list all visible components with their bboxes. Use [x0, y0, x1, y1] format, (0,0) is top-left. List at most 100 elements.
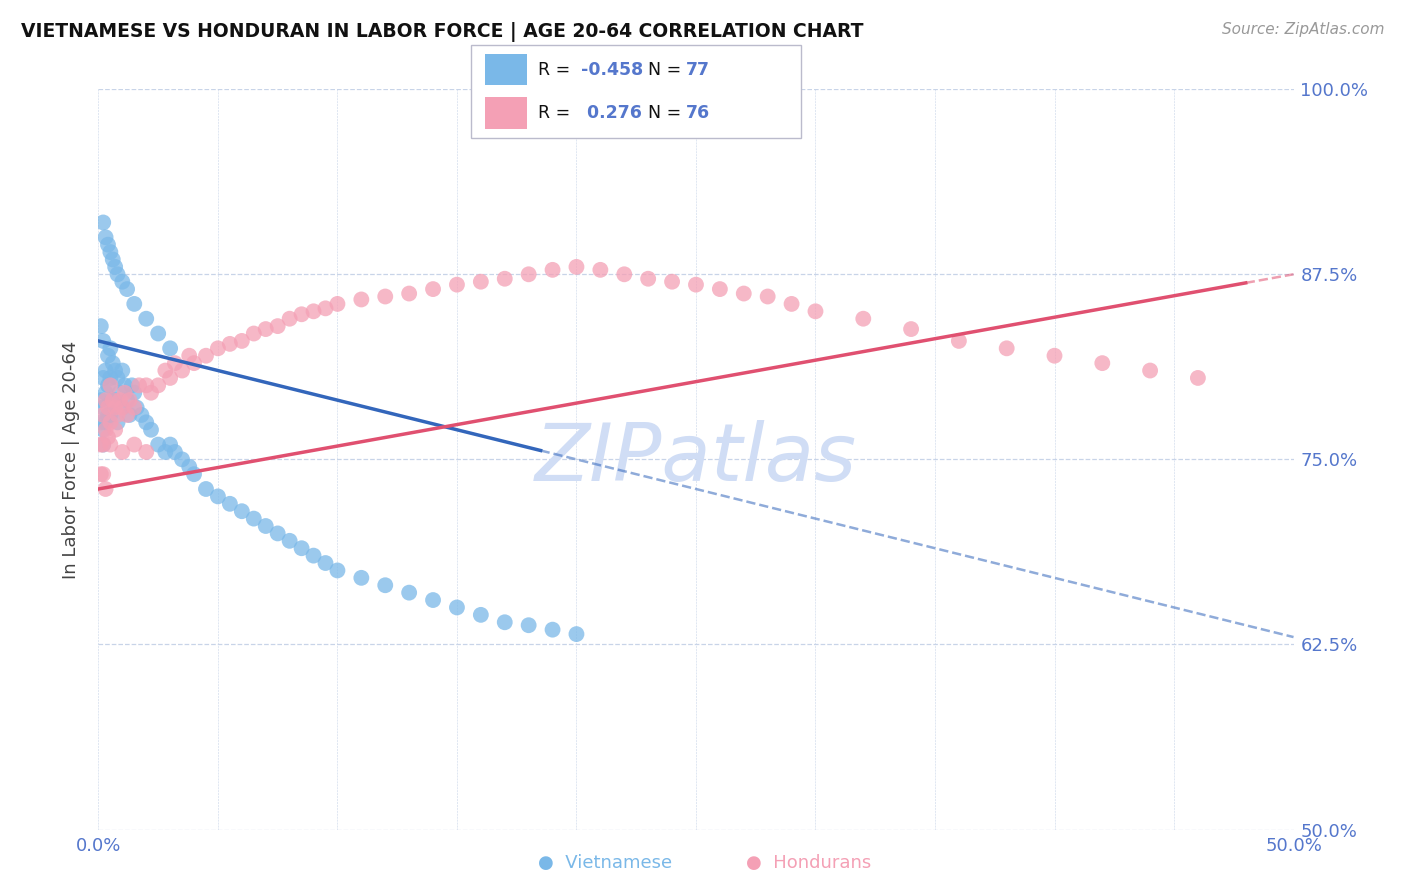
- Point: [115, 393, 138, 408]
- Point: [139, 423, 162, 437]
- Point: [517, 268, 540, 282]
- Point: [183, 356, 205, 370]
- Point: [111, 445, 134, 459]
- Point: [107, 415, 129, 429]
- Point: [291, 541, 314, 556]
- Point: [398, 585, 420, 599]
- Point: [1187, 371, 1209, 385]
- Point: [121, 378, 143, 392]
- Point: [98, 408, 122, 422]
- Point: [107, 268, 129, 282]
- Point: [350, 571, 373, 585]
- Point: [661, 275, 683, 289]
- Point: [589, 263, 612, 277]
- Point: [494, 615, 516, 630]
- Point: [159, 371, 181, 385]
- Point: [254, 322, 277, 336]
- Point: [613, 268, 636, 282]
- Point: [756, 289, 779, 303]
- Point: [422, 593, 444, 607]
- Point: [91, 467, 114, 482]
- Point: [315, 301, 337, 316]
- Text: 76: 76: [686, 104, 710, 122]
- Point: [98, 371, 122, 385]
- Point: [97, 378, 120, 392]
- Point: [183, 467, 205, 482]
- Point: [195, 482, 218, 496]
- Point: [118, 408, 141, 422]
- Point: [107, 371, 129, 385]
- Point: [302, 549, 325, 563]
- Point: [98, 378, 122, 392]
- Point: [91, 401, 114, 415]
- Point: [179, 349, 201, 363]
- Point: [159, 437, 181, 451]
- Point: [104, 363, 127, 377]
- Point: [565, 627, 588, 641]
- Point: [139, 385, 162, 400]
- Point: [948, 334, 970, 348]
- Point: [148, 437, 170, 451]
- Point: [94, 385, 117, 400]
- Point: [148, 326, 170, 341]
- Point: [155, 363, 177, 377]
- Point: [709, 282, 731, 296]
- Point: [104, 423, 127, 437]
- Point: [128, 378, 150, 392]
- Point: [637, 271, 659, 285]
- Point: [124, 437, 146, 451]
- Point: [172, 452, 194, 467]
- Point: [104, 401, 127, 415]
- Point: [135, 445, 157, 459]
- Point: [101, 356, 124, 370]
- Point: [135, 378, 157, 392]
- Point: [90, 437, 112, 451]
- Point: [124, 297, 146, 311]
- Point: [135, 415, 157, 429]
- Point: [124, 385, 146, 400]
- Point: [172, 363, 194, 377]
- Point: [108, 385, 131, 400]
- Point: [91, 437, 114, 451]
- Point: [231, 334, 253, 348]
- Point: [104, 393, 127, 408]
- Point: [91, 423, 114, 437]
- Point: [90, 319, 112, 334]
- Point: [115, 408, 138, 422]
- Text: 0.276: 0.276: [581, 104, 641, 122]
- Point: [1091, 356, 1114, 370]
- Point: [104, 260, 127, 274]
- Point: [470, 275, 492, 289]
- Point: [243, 511, 266, 525]
- Point: [101, 393, 124, 408]
- Point: [804, 304, 827, 318]
- Point: [852, 311, 875, 326]
- Point: [101, 393, 124, 408]
- Point: [900, 322, 922, 336]
- Point: [291, 307, 314, 321]
- Point: [219, 337, 242, 351]
- Point: [97, 430, 120, 444]
- Point: [494, 271, 516, 285]
- Point: [207, 489, 229, 503]
- Text: 77: 77: [686, 61, 710, 78]
- Point: [91, 215, 114, 229]
- Text: R =: R =: [538, 104, 576, 122]
- Point: [124, 401, 146, 415]
- Point: [326, 564, 349, 578]
- Point: [302, 304, 325, 318]
- Text: ●  Hondurans: ● Hondurans: [745, 855, 872, 872]
- Point: [148, 378, 170, 392]
- Point: [125, 401, 148, 415]
- Point: [98, 437, 122, 451]
- Point: [114, 378, 136, 392]
- Text: N =: N =: [637, 61, 686, 78]
- Point: [350, 293, 373, 307]
- Point: [517, 618, 540, 632]
- Point: [254, 519, 277, 533]
- Text: VIETNAMESE VS HONDURAN IN LABOR FORCE | AGE 20-64 CORRELATION CHART: VIETNAMESE VS HONDURAN IN LABOR FORCE | …: [21, 22, 863, 42]
- Point: [90, 467, 112, 482]
- Point: [231, 504, 253, 518]
- Point: [219, 497, 242, 511]
- Point: [94, 393, 117, 408]
